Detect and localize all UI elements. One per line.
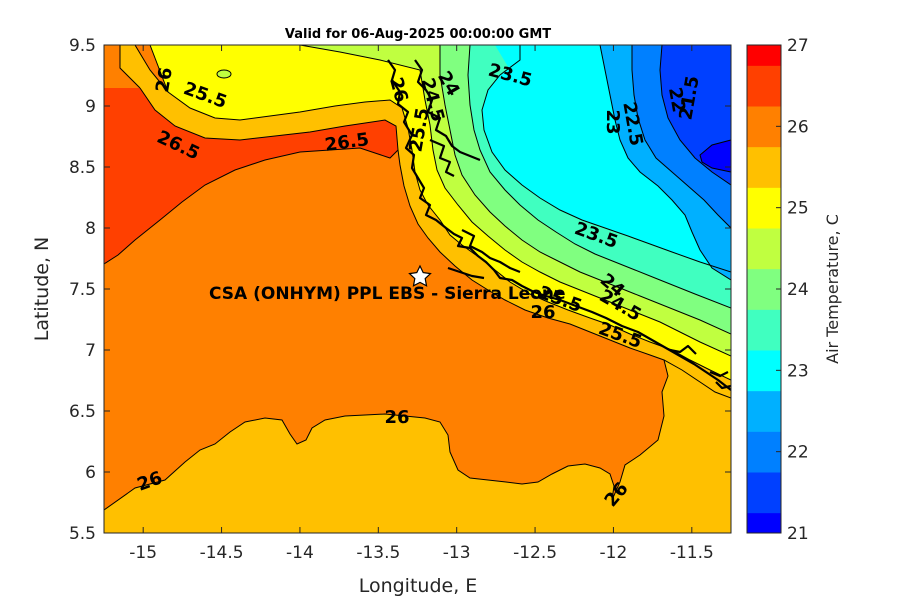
x-tick-label: -15 bbox=[129, 543, 157, 563]
y-axis-label: Latitude, N bbox=[31, 237, 53, 342]
band-25-25-5-south bbox=[104, 360, 731, 533]
warm-spot bbox=[216, 69, 232, 79]
y-tick-label: 8.5 bbox=[69, 158, 96, 178]
x-tick-label: -13.5 bbox=[356, 543, 400, 563]
contour-label: 23 bbox=[602, 109, 623, 134]
contour-lines bbox=[104, 45, 731, 511]
map-title: Valid for 06-Aug-2025 00:00:00 GMT bbox=[285, 27, 551, 42]
band-23-23-5 bbox=[455, 45, 731, 308]
colorbar-swatch bbox=[747, 45, 781, 66]
contour-label: 26 bbox=[530, 302, 555, 323]
contour-label: 26 bbox=[152, 66, 177, 94]
y-tick-label: 5.5 bbox=[69, 524, 96, 544]
colorbar-swatch bbox=[747, 512, 781, 534]
colorbar-swatch bbox=[747, 65, 781, 107]
colorbar-tick-label: 24 bbox=[787, 280, 809, 300]
colorbar bbox=[747, 45, 781, 534]
band-22-22-5 bbox=[600, 45, 731, 280]
site-marker: CSA (ONHYM) PPL EBS - Sierra Leone bbox=[209, 264, 566, 304]
colorbar-tick-label: 27 bbox=[787, 36, 809, 56]
y-tick-label: 8 bbox=[85, 219, 96, 239]
colorbar-swatch bbox=[747, 146, 781, 188]
temperature-field bbox=[104, 45, 731, 533]
band-22-5-23-core bbox=[482, 45, 731, 280]
colorbar-swatch bbox=[747, 228, 781, 270]
x-tick-label: -11.5 bbox=[670, 543, 714, 563]
colorbar-swatch bbox=[747, 350, 781, 392]
colorbar-swatch bbox=[747, 106, 781, 148]
band-26-26-5-nw bbox=[104, 88, 398, 264]
band-24-5-25 bbox=[150, 45, 731, 380]
x-tick-label: -12.5 bbox=[513, 543, 557, 563]
y-tick-label: 9 bbox=[85, 97, 96, 117]
colorbar-tick-label: 21 bbox=[787, 524, 809, 544]
colorbar-tick-label: 23 bbox=[787, 361, 809, 381]
x-axis-label: Longitude, E bbox=[359, 575, 478, 597]
x-tick-label: -14 bbox=[286, 543, 314, 563]
colorbar-swatch bbox=[747, 431, 781, 473]
y-tick-label: 9.5 bbox=[69, 36, 96, 56]
colorbar-swatch bbox=[747, 309, 781, 351]
colorbar-label: Air Temperature, C bbox=[823, 214, 842, 364]
band-21-5-22 bbox=[632, 45, 731, 228]
site-label: CSA (ONHYM) PPL EBS - Sierra Leone bbox=[209, 284, 566, 304]
x-tick-label: -13 bbox=[443, 543, 471, 563]
x-tick-label: -14.5 bbox=[200, 543, 244, 563]
colorbar-tick-label: 25 bbox=[787, 199, 809, 219]
colorbar-tick-label: 26 bbox=[787, 117, 809, 137]
colorbar-swatch bbox=[747, 390, 781, 432]
band-below-21 bbox=[700, 140, 731, 172]
star-icon bbox=[408, 264, 432, 287]
colorbar-swatch bbox=[747, 268, 781, 310]
band-25-25-5-east bbox=[120, 45, 731, 398]
y-tick-label: 7 bbox=[85, 341, 96, 361]
band-23-5-24 bbox=[400, 45, 731, 334]
x-axis-ticks: -15 -14.5 -14 -13.5 -13 -12.5 -12 -11.5 bbox=[129, 45, 714, 563]
colorbar-swatch bbox=[747, 472, 781, 514]
y-tick-label: 6.5 bbox=[69, 402, 96, 422]
colorbar-tick-label: 22 bbox=[787, 443, 809, 463]
y-axis-ticks: 9.5 9 8.5 8 7.5 7 6.5 6 5.5 bbox=[69, 36, 731, 544]
contour-label: 22 bbox=[664, 86, 689, 114]
x-tick-label: -12 bbox=[600, 543, 628, 563]
y-tick-label: 6 bbox=[85, 463, 96, 483]
band-24-24-5 bbox=[300, 45, 731, 356]
colorbar-swatch bbox=[747, 187, 781, 229]
colorbar-ticks: 27 26 25 24 23 22 21 bbox=[776, 36, 809, 544]
coastline bbox=[387, 59, 731, 391]
y-tick-label: 7.5 bbox=[69, 280, 96, 300]
contour-label: 26 bbox=[384, 407, 409, 428]
